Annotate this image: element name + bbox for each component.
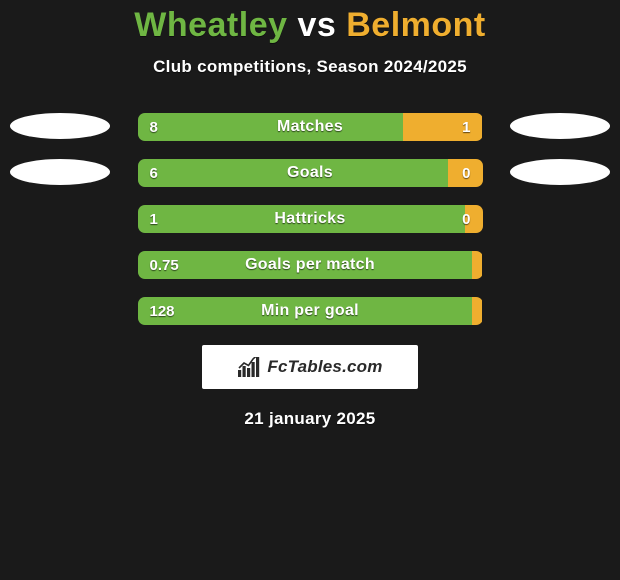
team-logo-placeholder: [510, 159, 610, 185]
stat-bar-row: 128Min per goal: [138, 297, 483, 325]
page-title: Wheatley vs Belmont: [0, 0, 620, 45]
team-logo-placeholder: [10, 159, 110, 185]
stat-bar-left-segment: [138, 251, 473, 279]
team-logo-placeholder: [10, 113, 110, 139]
title-player2: Belmont: [346, 6, 486, 44]
chart-area: 81Matches 60Goals 10Hattricks 0.75Goals per…: [0, 113, 620, 325]
title-vs: vs: [297, 6, 336, 44]
brand-box: FcTables.com: [202, 345, 418, 389]
stat-bar-row: 10Hattricks: [138, 205, 483, 233]
stat-bar-left-segment: [138, 159, 449, 187]
stat-bar-right-segment: [472, 297, 482, 325]
left-logo-column: [10, 113, 110, 205]
date-label: 21 january 2025: [0, 409, 620, 429]
brand-text: FcTables.com: [267, 357, 382, 377]
stat-bar-left-segment: [138, 297, 473, 325]
title-player1: Wheatley: [134, 6, 287, 44]
stat-bar-right-segment: [465, 205, 482, 233]
stat-bar-right-segment: [448, 159, 483, 187]
stat-bars: 81Matches 60Goals 10Hattricks 0.75Goals per…: [138, 113, 483, 325]
stat-bar-right-segment: [472, 251, 482, 279]
stat-bar-row: 81Matches: [138, 113, 483, 141]
bar-chart-icon: [237, 357, 261, 377]
stat-bar-row: 60Goals: [138, 159, 483, 187]
right-logo-column: [510, 113, 610, 205]
subtitle: Club competitions, Season 2024/2025: [0, 57, 620, 77]
comparison-infographic: Wheatley vs Belmont Club competitions, S…: [0, 0, 620, 580]
team-logo-placeholder: [510, 113, 610, 139]
stat-bar-row: 0.75Goals per match: [138, 251, 483, 279]
stat-bar-left-segment: [138, 113, 404, 141]
stat-bar-right-segment: [403, 113, 482, 141]
stat-bar-left-segment: [138, 205, 466, 233]
